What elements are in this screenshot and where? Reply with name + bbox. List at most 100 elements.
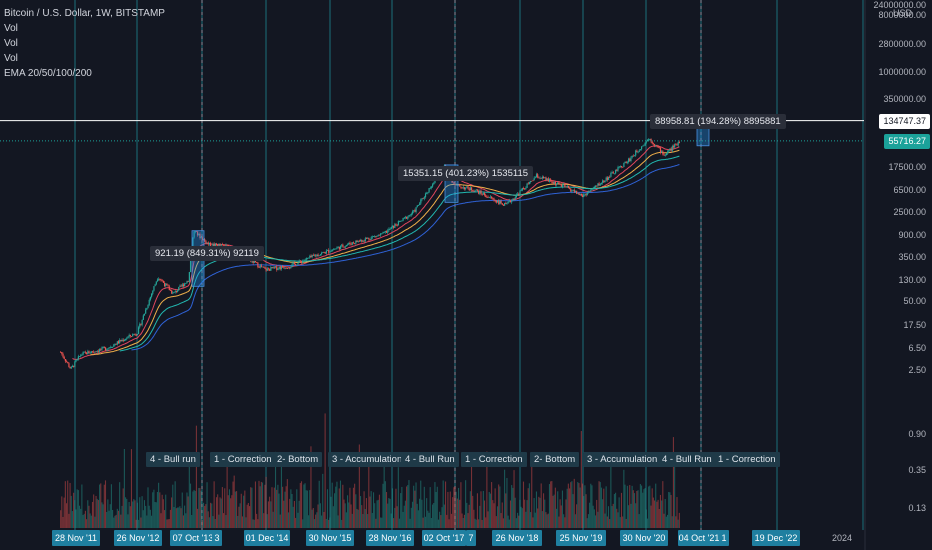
price-axis-tick: 900.00 (898, 230, 926, 241)
candle-body (398, 220, 401, 222)
candle-body (306, 257, 309, 259)
volume-bar (310, 446, 312, 528)
volume-bar (378, 494, 380, 528)
volume-bar (628, 505, 630, 528)
candle-body (578, 193, 580, 195)
volume-bar (452, 497, 454, 528)
candle-body (671, 146, 673, 151)
legend-ema[interactable]: EMA 20/50/100/200 (4, 68, 92, 79)
candle-body (661, 151, 663, 153)
candle-body (352, 242, 355, 244)
candle-body (643, 144, 645, 146)
volume-bar (65, 503, 68, 528)
volume-bar (521, 508, 523, 528)
volume-bar (654, 500, 656, 528)
volume-bar (73, 492, 75, 528)
volume-bar (534, 512, 536, 528)
candle-body (193, 231, 195, 238)
candle-body (456, 184, 459, 186)
volume-bar (658, 508, 660, 528)
volume-bar (309, 490, 311, 528)
volume-bar (632, 490, 634, 528)
volume-bar (102, 504, 104, 528)
volume-bar (343, 499, 345, 528)
volume-bar (365, 498, 367, 528)
candle-body (292, 262, 294, 264)
volume-bar (494, 488, 496, 528)
volume-bar (453, 487, 455, 528)
candle-body (252, 259, 254, 263)
candle-body (547, 178, 549, 182)
volume-bar (363, 491, 365, 528)
volume-bar (643, 489, 645, 528)
candle-body (577, 193, 579, 194)
candle-body (564, 184, 566, 187)
candle-body (354, 243, 356, 244)
candle-body (395, 224, 397, 226)
volume-bar (87, 500, 89, 528)
legend-volume-2[interactable]: Vol (4, 38, 18, 49)
x-axis-label: 1 (719, 530, 729, 546)
candle-body (517, 193, 519, 195)
candle-body (604, 180, 606, 183)
candle-body (571, 190, 573, 192)
volume-bar (420, 480, 422, 528)
x-axis-label: 25 Nov '19 (556, 530, 606, 546)
candle-body (150, 293, 153, 297)
legend-volume-1[interactable]: Vol (4, 23, 18, 34)
volume-bar (339, 480, 342, 528)
volume-bar (93, 494, 95, 528)
candle-body (638, 150, 640, 152)
volume-bar (426, 498, 428, 528)
volume-bar (439, 511, 441, 528)
legend-volume-3[interactable]: Vol (4, 53, 18, 64)
volume-bar (422, 517, 424, 528)
volume-bar (356, 508, 358, 528)
candle-body (459, 184, 461, 187)
candle-body (120, 339, 122, 342)
volume-bar (167, 519, 169, 528)
volume-bar (563, 514, 565, 528)
volume-bar (246, 504, 248, 528)
volume-bar (390, 513, 392, 528)
volume-bar (381, 517, 383, 528)
volume-bar (419, 498, 421, 528)
volume-bar (600, 487, 602, 528)
candle-body (381, 233, 383, 235)
candle-body (641, 146, 643, 150)
candle-body (630, 157, 632, 162)
volume-bar (161, 494, 163, 528)
volume-bar (123, 448, 125, 528)
volume-bar (84, 510, 86, 528)
candle-body (300, 261, 303, 263)
candle-body (573, 189, 575, 193)
volume-bar (122, 488, 124, 528)
volume-bar (247, 502, 249, 528)
volume-bar (404, 500, 406, 528)
candle-body (495, 200, 497, 203)
candle-body (161, 280, 163, 282)
candle-body (213, 243, 215, 247)
candle-body (126, 338, 128, 340)
volume-bar (487, 511, 489, 528)
candle-body (639, 149, 642, 151)
phase-label: 4 - Bull run (146, 452, 200, 467)
volume-bar (211, 503, 213, 528)
candle-body (323, 252, 325, 253)
candle-body (654, 144, 656, 146)
volume-bar (260, 481, 262, 528)
candle-body (298, 260, 300, 263)
volume-bar (499, 486, 501, 528)
candle-body (259, 265, 261, 268)
volume-bar (283, 500, 285, 528)
volume-bar (461, 513, 463, 528)
candle-body (372, 236, 375, 237)
volume-bar (482, 490, 484, 528)
candle-body (156, 279, 159, 282)
volume-bar (145, 505, 147, 528)
volume-bar (483, 500, 486, 528)
volume-bar (96, 498, 98, 528)
volume-bar (351, 513, 353, 528)
candle-body (603, 180, 605, 183)
